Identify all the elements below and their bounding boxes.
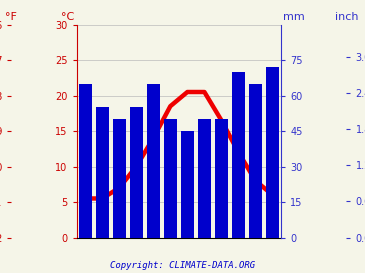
- Text: inch: inch: [335, 13, 358, 22]
- Text: °C: °C: [61, 13, 74, 22]
- Text: mm: mm: [283, 13, 305, 22]
- Bar: [249, 84, 262, 238]
- Bar: [79, 84, 92, 238]
- Bar: [232, 72, 245, 238]
- Bar: [164, 119, 177, 238]
- Text: Copyright: CLIMATE-DATA.ORG: Copyright: CLIMATE-DATA.ORG: [110, 261, 255, 270]
- Text: °F: °F: [5, 13, 17, 22]
- Bar: [130, 107, 143, 238]
- Bar: [266, 67, 279, 238]
- Bar: [96, 107, 109, 238]
- Bar: [113, 119, 126, 238]
- Bar: [215, 119, 228, 238]
- Bar: [198, 119, 211, 238]
- Bar: [147, 84, 160, 238]
- Bar: [181, 131, 194, 238]
